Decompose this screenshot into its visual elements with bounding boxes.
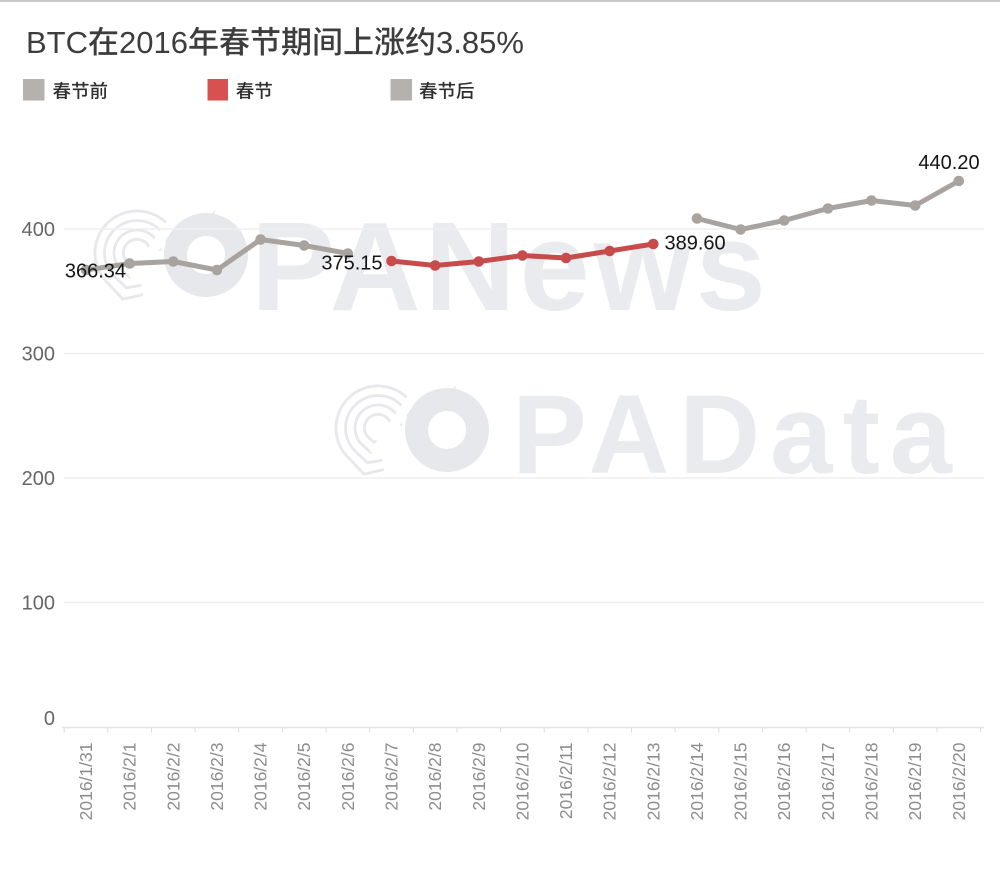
svg-text:2016/2/15: 2016/2/15 <box>731 743 751 821</box>
svg-text:3.85%: 3.85% <box>436 25 524 60</box>
svg-text:2016/2/8: 2016/2/8 <box>425 743 445 811</box>
svg-text:BTC: BTC <box>26 25 88 60</box>
svg-text:2016/2/3: 2016/2/3 <box>207 743 227 811</box>
svg-text:366.34: 366.34 <box>65 261 126 283</box>
svg-text:200: 200 <box>22 468 55 490</box>
svg-text:440.20: 440.20 <box>918 152 979 174</box>
svg-text:2016/2/11: 2016/2/11 <box>556 743 576 820</box>
svg-text:2016/2/14: 2016/2/14 <box>687 742 707 820</box>
svg-text:2016: 2016 <box>119 25 188 60</box>
svg-text:2016/1/31: 2016/1/31 <box>76 743 96 821</box>
svg-text:PANews: PANews <box>251 196 770 337</box>
svg-text:2016/2/6: 2016/2/6 <box>338 743 358 811</box>
svg-text:PAData: PAData <box>512 372 962 497</box>
svg-text:2016/2/1: 2016/2/1 <box>120 743 140 811</box>
svg-text:2016/2/17: 2016/2/17 <box>818 743 838 821</box>
svg-text:400: 400 <box>22 219 55 241</box>
svg-text:2016/2/5: 2016/2/5 <box>294 743 314 811</box>
svg-text:100: 100 <box>22 593 55 615</box>
svg-text:2016/2/20: 2016/2/20 <box>949 742 969 820</box>
svg-text:389.60: 389.60 <box>665 233 726 255</box>
svg-text:2016/2/18: 2016/2/18 <box>862 743 882 821</box>
svg-text:375.15: 375.15 <box>321 253 382 275</box>
svg-text:2016/2/4: 2016/2/4 <box>251 742 271 810</box>
svg-text:2016/2/19: 2016/2/19 <box>905 743 925 821</box>
svg-text:0: 0 <box>44 708 55 730</box>
svg-text:2016/2/7: 2016/2/7 <box>382 743 402 811</box>
svg-text:2016/2/10: 2016/2/10 <box>512 742 532 820</box>
svg-text:2016/2/16: 2016/2/16 <box>774 743 794 821</box>
svg-text:2016/2/9: 2016/2/9 <box>469 743 489 811</box>
svg-text:2016/2/12: 2016/2/12 <box>600 743 620 821</box>
svg-text:2016/2/13: 2016/2/13 <box>643 743 663 821</box>
svg-text:300: 300 <box>22 344 55 366</box>
svg-text:2016/2/2: 2016/2/2 <box>163 743 183 811</box>
